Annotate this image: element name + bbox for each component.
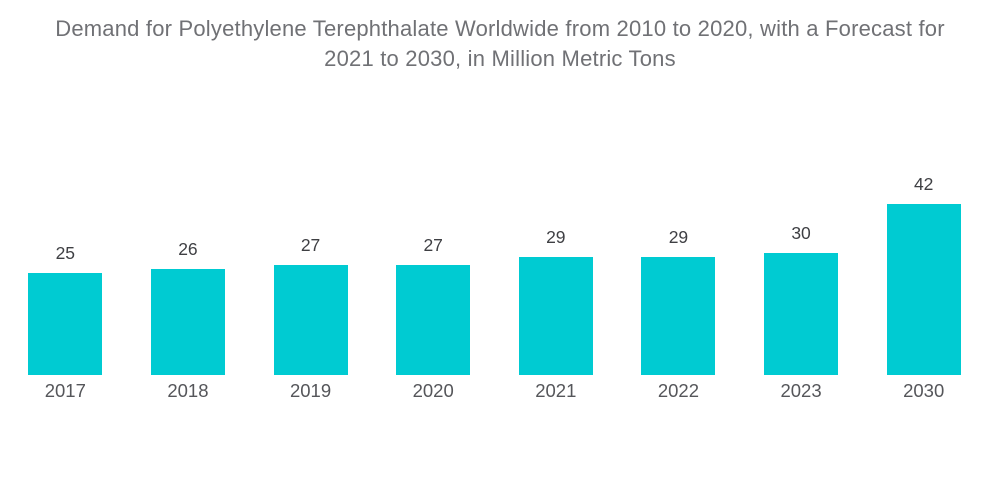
x-axis-label: 2030 <box>903 379 945 401</box>
bar-value-label: 27 <box>423 234 443 255</box>
bar-column: 25 2017 <box>4 0 127 407</box>
bar-column: 30 2023 <box>740 0 863 407</box>
bar <box>764 253 839 375</box>
bar-value-label: 29 <box>668 226 689 247</box>
bar-column: 27 2019 <box>249 0 372 407</box>
chart-title-line-1: Demand for Polyethylene Terephthalate Wo… <box>55 16 945 41</box>
x-axis-label: 2023 <box>780 379 822 401</box>
bar-column: 27 2020 <box>372 0 495 407</box>
bar-value-label: 26 <box>178 238 198 259</box>
x-axis-label: 2020 <box>412 379 454 401</box>
bar <box>150 269 225 375</box>
bar <box>273 265 348 375</box>
chart-title: Demand for Polyethylene Terephthalate Wo… <box>0 14 1000 74</box>
bar <box>28 273 103 375</box>
x-axis-label: 2018 <box>167 379 209 401</box>
bar <box>518 257 593 375</box>
bar-value-label: 29 <box>546 226 566 247</box>
bar-value-label: 25 <box>55 242 76 263</box>
bar-column: 42 2030 <box>862 0 985 407</box>
bar-column: 29 2021 <box>495 0 618 407</box>
bar <box>641 257 716 375</box>
x-axis-label: 2021 <box>535 379 577 401</box>
bar-value-label: 42 <box>913 173 934 194</box>
bar-value-label: 30 <box>791 222 811 243</box>
x-axis-label: 2017 <box>44 379 86 401</box>
plot-area: 25 2017 26 2018 27 2019 27 2020 29 2021 29 2022 30 20… <box>4 0 985 407</box>
bar-column: 29 2022 <box>617 0 740 407</box>
bar <box>886 204 961 375</box>
bar-value-label: 27 <box>300 234 321 255</box>
x-axis-label: 2022 <box>657 379 700 401</box>
bar <box>396 265 471 375</box>
chart-title-line-2: 2021 to 2030, in Million Metric Tons <box>324 46 676 71</box>
x-axis-label: 2019 <box>289 379 332 401</box>
bar-column: 26 2018 <box>127 0 250 407</box>
